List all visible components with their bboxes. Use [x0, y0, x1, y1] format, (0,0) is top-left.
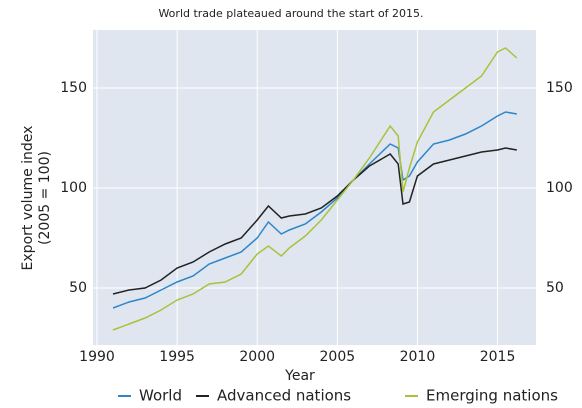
- x-tick-label: 2010: [400, 349, 436, 365]
- x-tick-label: 2000: [239, 349, 275, 365]
- x-tick-label: 2005: [320, 349, 356, 365]
- legend-label: Emerging nations: [426, 387, 558, 405]
- y2-tick-label: 150: [546, 80, 573, 96]
- series-line: [112, 111, 517, 309]
- y2-tick-label: 100: [546, 180, 573, 196]
- x-axis-label: Year: [284, 368, 315, 384]
- chart-subtitle: World trade plateaued around the start o…: [158, 7, 423, 20]
- series-line: [112, 147, 517, 295]
- x-tick-label: 2015: [480, 349, 516, 365]
- y-axis-label: (2005 = 100): [37, 151, 53, 245]
- series-line: [112, 47, 518, 331]
- legend-label: World: [139, 387, 182, 405]
- y-axis-label: Export volume index: [20, 126, 36, 271]
- x-tick-label: 1995: [159, 349, 195, 365]
- y2-tick-label: 50: [546, 280, 564, 296]
- y-tick-label: 50: [69, 280, 87, 296]
- legend-label: Advanced nations: [217, 387, 351, 405]
- y-tick-label: 100: [60, 180, 87, 196]
- x-tick-label: 1990: [79, 349, 115, 365]
- y-tick-label: 150: [60, 80, 87, 96]
